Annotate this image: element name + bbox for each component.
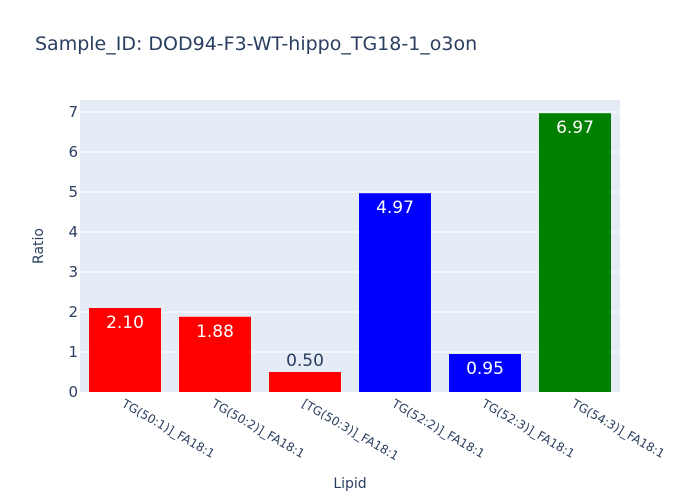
- y-tick-label: 7: [68, 103, 78, 121]
- y-tick-label: 1: [68, 343, 78, 361]
- bar: [269, 372, 341, 392]
- x-tick-label: TG(54:3)]_FA18:1: [569, 396, 667, 461]
- y-tick-label: 5: [68, 183, 78, 201]
- bars: [89, 113, 611, 392]
- data-label: 6.97: [556, 118, 594, 138]
- x-axis-title: Lipid: [333, 476, 366, 492]
- data-labels: 2.10 1.88 0.50 4.97 0.95 6.97: [106, 118, 594, 379]
- x-tick-label: [TG(50:3)]_FA18:1: [300, 396, 402, 463]
- data-label: 0.95: [466, 359, 504, 379]
- x-tick-label: TG(50:1)]_FA18:1: [119, 396, 217, 461]
- data-label: 2.10: [106, 313, 144, 333]
- x-axis-ticks: TG(50:1)]_FA18:1TG(50:2)]_FA18:1[TG(50:3…: [119, 396, 667, 463]
- bar: [179, 316, 251, 392]
- bar: [539, 113, 611, 392]
- gridlines: [80, 111, 620, 353]
- y-tick-label: 0: [68, 383, 78, 401]
- y-axis-title: Ratio: [31, 228, 47, 264]
- x-tick-label: TG(50:2)]_FA18:1: [209, 396, 307, 461]
- x-tick-label: TG(52:3)]_FA18:1: [479, 396, 577, 461]
- bar: [359, 193, 431, 392]
- data-label: 1.88: [196, 322, 234, 342]
- y-tick-label: 4: [68, 223, 78, 241]
- bar: [449, 354, 521, 392]
- y-tick-label: 6: [68, 143, 78, 161]
- data-label: 0.50: [286, 351, 324, 371]
- bar: [89, 308, 161, 392]
- y-axis-ticks: 0 1 2 3 4 5 6 7: [68, 103, 78, 401]
- x-tick-label: TG(52:2)]_FA18:1: [389, 396, 487, 461]
- data-label: 4.97: [376, 198, 414, 218]
- y-tick-label: 3: [68, 263, 78, 281]
- y-tick-label: 2: [68, 303, 78, 321]
- chart-title: Sample_ID: DOD94-F3-WT-hippo_TG18-1_o3on: [35, 33, 477, 55]
- plot-area: [80, 100, 620, 392]
